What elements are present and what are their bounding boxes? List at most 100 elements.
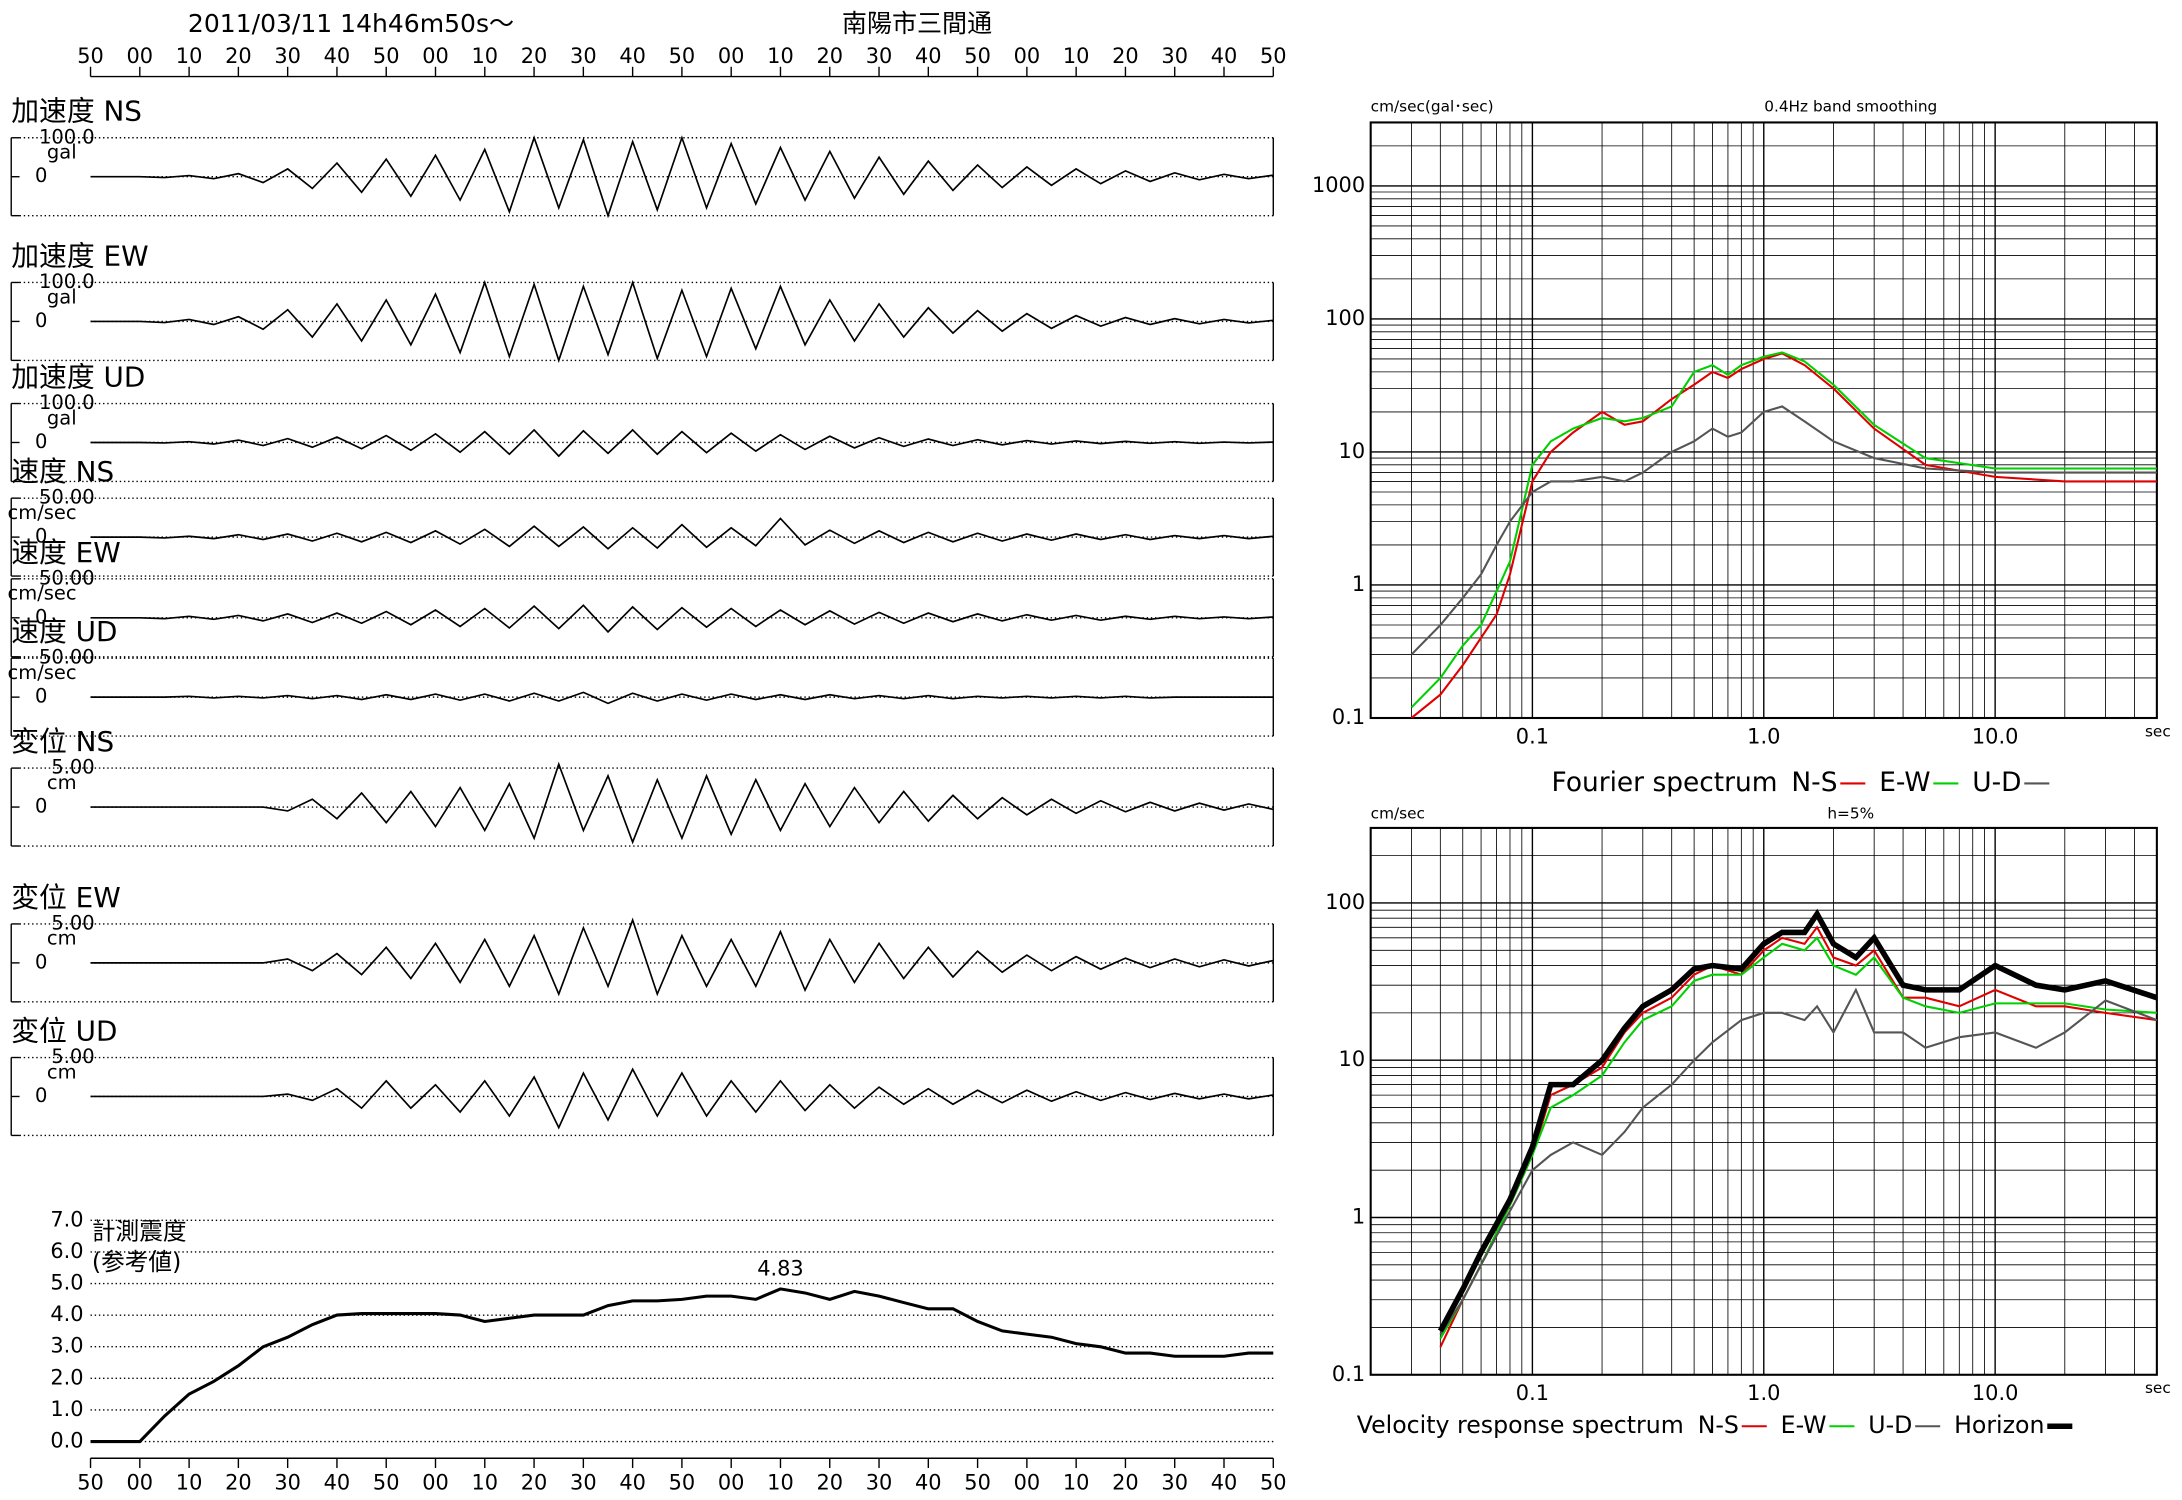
y-tick-label: 100 (1325, 890, 1365, 914)
panel-label: 加速度 NS (11, 95, 142, 128)
y-tick-label: 4.0 (50, 1302, 83, 1326)
x-tick-label: 20 (1112, 44, 1139, 68)
x-tick-label: 50 (77, 1470, 104, 1494)
chart-title: Velocity response spectrum (1357, 1411, 1684, 1439)
x-tick-label: 40 (619, 44, 646, 68)
y-tick-label: 0 (35, 1084, 47, 1107)
waveform-trace (90, 761, 1274, 845)
legend-label: Horizon (1954, 1411, 2044, 1439)
x-tick-label: 10 (1063, 1470, 1090, 1494)
waveform-trace (90, 517, 1274, 550)
waveform-trace (90, 604, 1274, 634)
legend-label: U-D (1972, 767, 2021, 798)
y-tick-label: 0 (35, 795, 47, 818)
waveform-trace (90, 1067, 1274, 1130)
y-unit: cm/sec (8, 501, 77, 524)
y-tick-label: 0 (35, 430, 47, 453)
record-title: 2011/03/11 14h46m50s～ (188, 9, 514, 38)
waveform-trace (90, 691, 1274, 705)
y-tick-label: 5.00 (51, 911, 94, 934)
panel-label: 速度 NS (11, 455, 114, 488)
x-tick-label: 30 (274, 44, 301, 68)
y-axis-unit: cm/sec(gal･sec) (1371, 98, 1494, 116)
y-tick-label: 2.0 (50, 1365, 83, 1389)
plot-frame (1369, 826, 2158, 1376)
y-tick-label: 0.1 (1332, 705, 1365, 729)
waveform-trace (90, 428, 1274, 458)
y-tick-label: 0 (35, 309, 47, 332)
x-tick-label: 30 (1161, 44, 1188, 68)
x-tick-label: 20 (521, 1470, 548, 1494)
x-tick-label: 40 (619, 1470, 646, 1494)
y-tick-label: 1000 (1312, 173, 1365, 197)
y-tick-label: 0 (35, 685, 47, 708)
y-tick-label: 1.0 (50, 1397, 83, 1421)
x-tick-label: 00 (127, 44, 154, 68)
x-tick-label: 40 (1211, 1470, 1238, 1494)
x-tick-label: 50 (1260, 1470, 1287, 1494)
x-tick-label: 10 (767, 44, 794, 68)
y-tick-label: 10 (1339, 439, 1366, 463)
x-tick-label: 50 (77, 44, 104, 68)
x-tick-label: 30 (866, 1470, 893, 1494)
y-tick-label: 0 (35, 950, 47, 973)
x-tick-label: 20 (521, 44, 548, 68)
x-tick-label: 30 (866, 44, 893, 68)
plot-frame (1369, 121, 2158, 720)
x-axis-unit: sec (2145, 722, 2171, 740)
x-tick-label: 10 (472, 1470, 499, 1494)
y-tick-label: 6.0 (50, 1239, 83, 1263)
y-tick-label: 1 (1352, 1204, 1365, 1228)
x-tick-label: 50 (373, 1470, 400, 1494)
x-tick-label: 40 (915, 1470, 942, 1494)
x-tick-label: 50 (964, 1470, 991, 1494)
y-unit: gal (47, 285, 77, 308)
panel-label: 速度 EW (11, 536, 121, 569)
y-tick-label: 50.00 (39, 566, 95, 589)
x-axis-unit: sec (2145, 1379, 2171, 1397)
y-unit: cm/sec (8, 582, 77, 605)
y-tick-label: 5.00 (51, 1045, 94, 1068)
y-unit: gal (47, 141, 77, 164)
y-tick-label: 0.0 (50, 1429, 83, 1453)
x-tick-label: 00 (1014, 44, 1041, 68)
x-tick-label: 30 (570, 44, 597, 68)
x-tick-label: 20 (225, 1470, 252, 1494)
spectrum-line (1410, 351, 2157, 709)
y-tick-label: 10 (1339, 1047, 1366, 1071)
y-tick-label: 100.0 (39, 125, 95, 148)
x-tick-label: 20 (1112, 1470, 1139, 1494)
x-tick-label: 40 (1211, 44, 1238, 68)
intensity-label: 計測震度 (92, 1217, 187, 1245)
panel-label: 加速度 UD (11, 360, 145, 393)
peak-annotation: 4.83 (757, 1256, 803, 1280)
chart-subtitle: h=5% (1827, 805, 1874, 823)
x-tick-label: 10.0 (1972, 724, 2018, 748)
x-tick-label: 10 (767, 1470, 794, 1494)
spectrum-line (1410, 352, 2157, 718)
y-tick-label: 0 (35, 605, 47, 628)
x-tick-label: 00 (127, 1470, 154, 1494)
legend-label: N-S (1791, 767, 1837, 798)
station-name: 南陽市三間通 (842, 9, 992, 38)
chart-title: Fourier spectrum (1552, 767, 1778, 798)
legend-label: E-W (1879, 767, 1930, 798)
waveform-trace (90, 135, 1274, 219)
x-tick-label: 10.0 (1972, 1381, 2018, 1405)
spectrum-line (1439, 987, 2157, 1336)
panel-label: 変位 EW (11, 881, 121, 914)
y-unit: cm (47, 927, 77, 950)
x-tick-label: 40 (324, 44, 351, 68)
y-tick-label: 5.00 (51, 756, 94, 779)
x-tick-label: 20 (225, 44, 252, 68)
y-unit: cm (47, 1060, 77, 1083)
x-tick-label: 10 (472, 44, 499, 68)
y-tick-label: 100.0 (39, 391, 95, 414)
x-tick-label: 40 (324, 1470, 351, 1494)
legend-label: E-W (1781, 1411, 1827, 1439)
spectrum-line (1439, 925, 2157, 1348)
y-tick-label: 0 (35, 164, 47, 187)
spectrum-line (1439, 936, 2157, 1340)
x-tick-label: 10 (1063, 44, 1090, 68)
y-tick-label: 100 (1325, 306, 1365, 330)
